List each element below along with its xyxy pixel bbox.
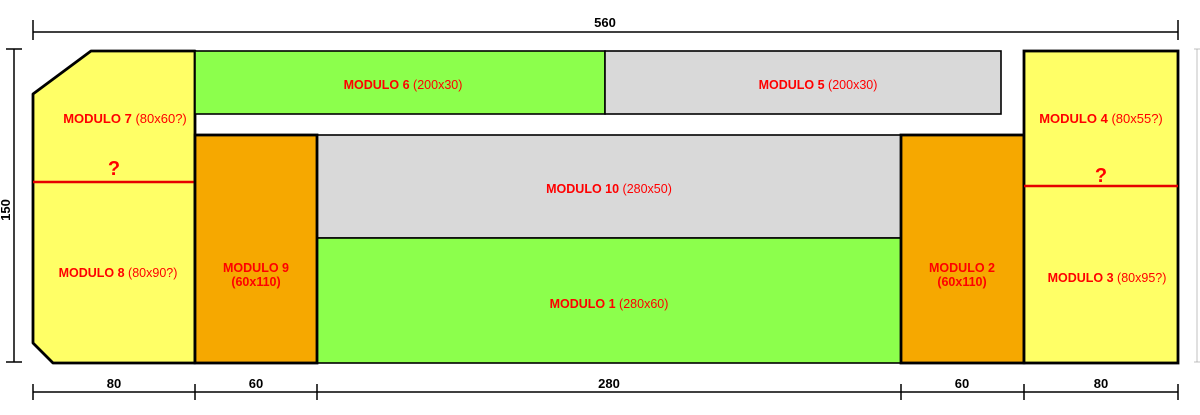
svg-text:MODULO 2: MODULO 2 — [929, 261, 995, 275]
svg-text:560: 560 — [594, 15, 616, 30]
svg-text:(60x110): (60x110) — [231, 275, 280, 289]
svg-text:80: 80 — [107, 376, 121, 391]
svg-text:MODULO 9: MODULO 9 — [223, 261, 289, 275]
svg-text:MODULO 8 (80x90?): MODULO 8 (80x90?) — [59, 266, 178, 280]
svg-text:MODULO 5 (200x30): MODULO 5 (200x30) — [759, 78, 878, 92]
svg-text:?: ? — [1095, 165, 1107, 187]
svg-text:MODULO 4 (80x55?): MODULO 4 (80x55?) — [1039, 111, 1163, 126]
svg-text:150: 150 — [0, 199, 13, 221]
svg-text:MODULO 6 (200x30): MODULO 6 (200x30) — [344, 78, 463, 92]
svg-text:(60x110): (60x110) — [937, 275, 986, 289]
svg-text:MODULO 3 (80x95?): MODULO 3 (80x95?) — [1048, 271, 1167, 285]
svg-text:80: 80 — [1094, 376, 1108, 391]
svg-text:MODULO 10 (280x50): MODULO 10 (280x50) — [546, 182, 672, 196]
svg-text:60: 60 — [955, 376, 969, 391]
svg-text:MODULO 1 (280x60): MODULO 1 (280x60) — [550, 297, 669, 311]
svg-text:60: 60 — [249, 376, 263, 391]
svg-text:?: ? — [108, 158, 120, 180]
svg-text:280: 280 — [598, 376, 620, 391]
svg-text:MODULO 7 (80x60?): MODULO 7 (80x60?) — [63, 111, 187, 126]
